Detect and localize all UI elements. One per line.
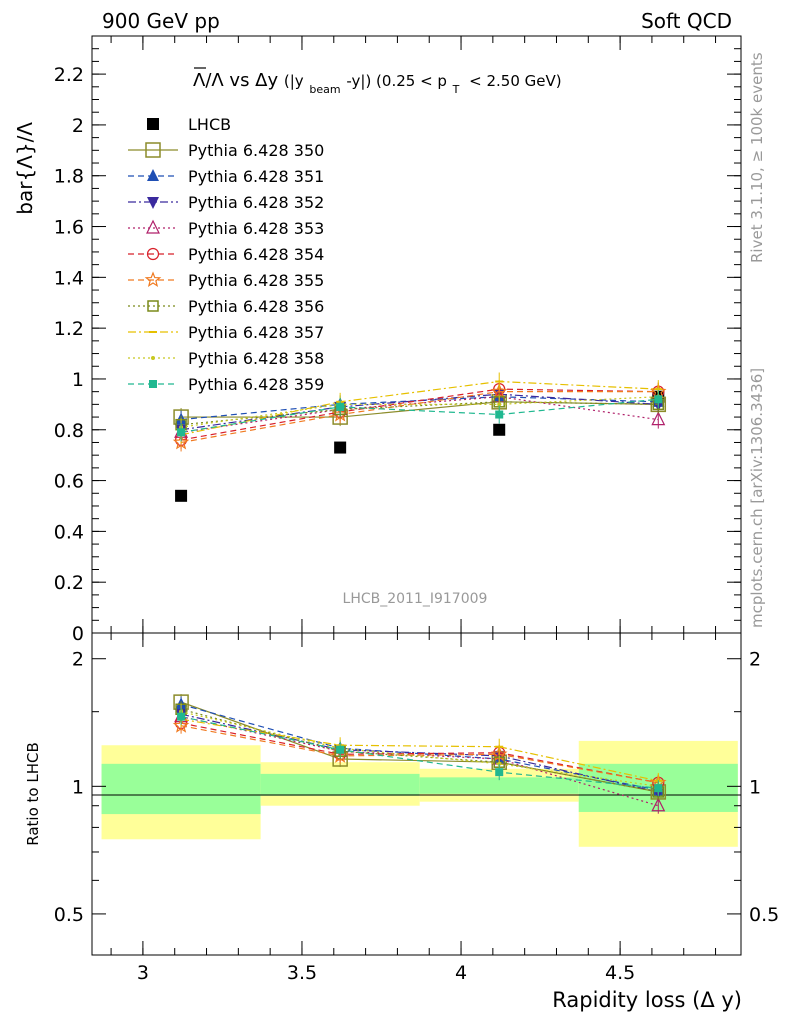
ratio-point-pythia-6-428-355 — [172, 717, 190, 733]
ratio-ytick-label-right: 1 — [749, 776, 761, 798]
xtick-label: 4.5 — [605, 962, 635, 984]
data-point-pythia-6-428-359 — [495, 410, 504, 419]
ratio-ytick-label: 2 — [72, 649, 84, 671]
ratio-point-pythia-6-428-359 — [177, 712, 186, 721]
ratio-series-group — [172, 694, 667, 814]
ratio-y-axis-label: Ratio to LHCB — [24, 742, 42, 846]
series-line-pythia-6-428-357 — [180, 380, 659, 436]
main-ytick-label: 1.6 — [54, 217, 84, 239]
ratio-uncertainty-bands — [101, 740, 738, 847]
series-line-pythia-6-428-352 — [180, 393, 659, 431]
series-line-pythia-6-428-359 — [180, 398, 659, 433]
legend-marker-pythia-6-428-356 — [147, 300, 159, 312]
legend-label-pythia-6-428-359: Pythia 6.428 359 — [188, 375, 324, 394]
side-label-mcplots: mcplots.cern.ch [arXiv:1306.3436] — [748, 368, 766, 628]
ratio-point-pythia-6-428-358 — [497, 761, 502, 766]
main-ytick-label: 2 — [72, 115, 84, 137]
main-ytick-label: 0.2 — [54, 572, 84, 594]
data-point-lhcb — [334, 441, 347, 454]
legend-label-pythia-6-428-356: Pythia 6.428 356 — [188, 297, 324, 316]
legend-label-pythia-6-428-355: Pythia 6.428 355 — [188, 271, 324, 290]
data-point-pythia-6-428-359 — [654, 395, 663, 404]
ratio-line-pythia-6-428-358 — [180, 711, 659, 787]
main-ytick-label: 1.8 — [54, 166, 84, 188]
ratio-line-pythia-6-428-359 — [180, 716, 659, 789]
ratio-point-pythia-6-428-353 — [651, 797, 666, 812]
main-y-axis-label: bar{Λ}/Λ — [13, 122, 37, 215]
title-overline-lambda: Λ/Λ vs Δy — [193, 70, 278, 91]
main-ytick-label: 0.4 — [54, 521, 84, 543]
ratio-ytick-label-right: 2 — [749, 649, 761, 671]
analysis-watermark: LHCB_2011_I917009 — [343, 591, 488, 607]
main-ytick-label: 1.2 — [54, 318, 84, 340]
side-label-rivet: Rivet 3.1.10, ≥ 100k events — [748, 52, 766, 263]
legend-marker-pythia-6-428-353 — [146, 219, 160, 234]
title-beam-subscript: beam — [309, 83, 340, 96]
data-point-pythia-6-428-355 — [172, 433, 190, 450]
main-ytick-label: 0.6 — [54, 471, 84, 493]
ratio-line-pythia-6-428-355 — [180, 725, 659, 784]
legend-marker-pythia-6-428-350 — [145, 142, 161, 158]
header-right: Soft QCD — [641, 9, 732, 33]
legend-marker-pythia-6-428-352 — [147, 197, 159, 209]
main-ytick-label: 1 — [72, 369, 84, 391]
legend-marker-lhcb — [147, 118, 159, 130]
ratio-line-pythia-6-428-357 — [180, 718, 659, 782]
band-green-0 — [101, 763, 261, 815]
legend-label-pythia-6-428-351: Pythia 6.428 351 — [188, 167, 324, 186]
data-point-pythia-6-428-359 — [177, 428, 186, 437]
series-line-pythia-6-428-355 — [180, 391, 659, 444]
ratio-ytick-label: 0.5 — [54, 904, 84, 926]
legend-marker-pythia-6-428-355 — [144, 271, 162, 288]
header-left: 900 GeV pp — [102, 9, 220, 33]
legend-marker-pythia-6-428-351 — [147, 169, 159, 181]
xtick-label: 3 — [137, 962, 149, 984]
ratio-point-pythia-6-428-359 — [654, 784, 663, 793]
main-series-group — [172, 372, 667, 502]
xtick-label: 4 — [455, 962, 467, 984]
ratio-point-pythia-6-428-359 — [336, 745, 345, 754]
title-t-subscript: T — [452, 83, 460, 96]
main-ytick-label: 0 — [72, 623, 84, 645]
data-point-lhcb — [493, 423, 506, 436]
ratio-panel-frame — [91, 632, 742, 956]
legend-label-lhcb: LHCB — [188, 115, 231, 134]
series-line-pythia-6-428-354 — [180, 388, 659, 441]
series-line-pythia-6-428-350 — [181, 401, 659, 418]
main-ytick-label: 0.8 — [54, 420, 84, 442]
legend-marker-pythia-6-428-359 — [149, 380, 157, 388]
data-point-pythia-6-428-359 — [336, 402, 345, 411]
legend-label-pythia-6-428-354: Pythia 6.428 354 — [188, 245, 324, 264]
title-mid: -y|) (0.25 < p — [346, 72, 447, 90]
data-point-pythia-6-428-353 — [651, 411, 666, 426]
ratio-line-pythia-6-428-354 — [180, 722, 659, 784]
title-end: < 2.50 GeV) — [469, 72, 561, 90]
band-green-1 — [260, 773, 420, 796]
legend-marker-pythia-6-428-354 — [146, 247, 160, 261]
ratio-ytick-label-right: 0.5 — [749, 904, 779, 926]
series-line-pythia-6-428-358 — [180, 396, 659, 428]
x-axis-label: Rapidity loss (Δ y) — [552, 988, 742, 1012]
data-point-lhcb — [175, 489, 188, 502]
legend-label-pythia-6-428-358: Pythia 6.428 358 — [188, 349, 324, 368]
ratio-ytick-label: 1 — [72, 776, 84, 798]
ratio-line-pythia-6-428-353 — [180, 716, 659, 807]
title-paren-open: (|y — [284, 72, 304, 90]
data-point-pythia-6-428-358 — [497, 402, 502, 407]
legend-marker-pythia-6-428-358 — [151, 356, 155, 360]
legend: LHCB Pythia 6.428 350 Pythia 6.428 351 Pyth… — [128, 115, 324, 394]
main-ytick-label: 2.2 — [54, 64, 84, 86]
plot-title: Λ/Λ vs Δy (|y beam -y|) (0.25 < p T < 2.… — [193, 70, 562, 98]
legend-label-pythia-6-428-350: Pythia 6.428 350 — [188, 141, 324, 160]
axis-ticks: 0 0.2 0.4 0.6 0.8 1 1.2 1.4 1.6 1.8 2 2.2 3 3.5 4 4.5 0.… — [54, 35, 779, 984]
legend-label-pythia-6-428-352: Pythia 6.428 352 — [188, 193, 324, 212]
main-ytick-label: 1.4 — [54, 267, 84, 289]
legend-label-pythia-6-428-357: Pythia 6.428 357 — [188, 323, 324, 342]
legend-label-pythia-6-428-353: Pythia 6.428 353 — [188, 219, 324, 238]
xtick-label: 3.5 — [287, 962, 317, 984]
band-green-2 — [419, 777, 579, 794]
ratio-point-pythia-6-428-359 — [495, 768, 504, 777]
